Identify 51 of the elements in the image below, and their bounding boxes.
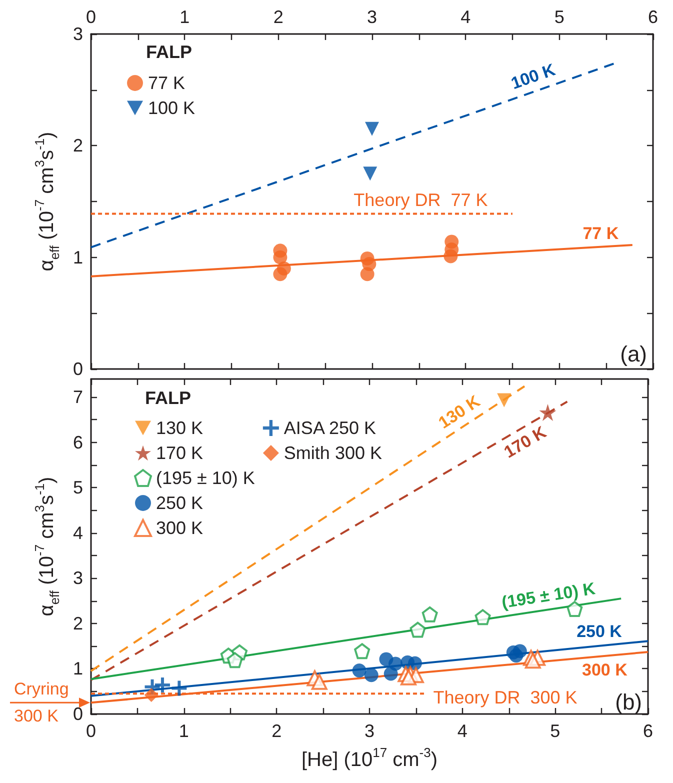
legend-title: FALP — [145, 388, 192, 408]
annotation: (195 ± 10) K — [500, 579, 598, 612]
legend-label: AISA 250 K — [284, 418, 376, 438]
legend-label: 170 K — [156, 443, 204, 463]
legend-label: 250 K — [156, 493, 204, 513]
x2-tick-label: 2 — [273, 7, 284, 27]
y-tick-label: 0 — [72, 704, 83, 724]
x2-tick-label: 6 — [648, 7, 658, 27]
x-tick-label: 2 — [272, 721, 282, 741]
x2-tick-label: 3 — [366, 7, 378, 27]
annotation: (b) — [615, 690, 642, 714]
text: αeff (10-7 cm3s-1) — [32, 132, 62, 272]
y-tick-label: 0 — [72, 359, 83, 379]
x-tick-label: 3 — [364, 721, 375, 741]
x-tick-label: 1 — [178, 721, 189, 741]
x2-tick-label: 4 — [460, 7, 471, 27]
legend-label: 300 K — [156, 518, 204, 538]
y-tick-label: 3 — [72, 24, 83, 44]
annotation: Cryring 300 K — [14, 680, 74, 726]
y-tick-label: 2 — [72, 613, 83, 634]
y-tick-label: 1 — [72, 658, 83, 679]
legend-label: 100 K — [148, 98, 196, 118]
y-tick-label: 6 — [72, 432, 83, 452]
x-tick-label: 5 — [550, 721, 560, 741]
annotation: 300 K — [582, 660, 628, 680]
text: αeff (10-7 cm3s-1) — [32, 476, 62, 616]
x-tick-label: 6 — [642, 721, 654, 741]
y-tick-label: 7 — [72, 387, 83, 408]
x-tick-label: 4 — [457, 721, 468, 741]
x2-tick-label: 5 — [554, 7, 564, 27]
legend-label: (195 ± 10) K — [156, 468, 255, 488]
annotation: (a) — [620, 342, 648, 366]
y-tick-label: 1 — [72, 247, 83, 268]
annotation: Theory DR 77 K — [354, 190, 488, 210]
y-tick-label: 3 — [72, 568, 83, 588]
annotation: 250 K — [576, 622, 623, 642]
annotation: 170 K — [500, 422, 550, 462]
annotation: 130 K — [435, 391, 484, 433]
annotation: Theory DR 300 K — [433, 688, 578, 708]
legend-label: Smith 300 K — [284, 443, 382, 463]
legend-label: 130 K — [156, 418, 204, 438]
y-tick-label: 5 — [72, 478, 83, 498]
legend-title: FALP — [146, 42, 192, 62]
y-tick-label: 4 — [72, 522, 83, 543]
x2-tick-label: 1 — [180, 7, 190, 27]
x-tick-label: 0 — [86, 721, 96, 741]
legend-label: 77 K — [148, 73, 186, 93]
annotation: 77 K — [582, 224, 620, 243]
y-tick-label: 2 — [72, 136, 83, 156]
x2-tick-label: 0 — [86, 7, 96, 27]
annotation: 100 K — [508, 60, 558, 94]
